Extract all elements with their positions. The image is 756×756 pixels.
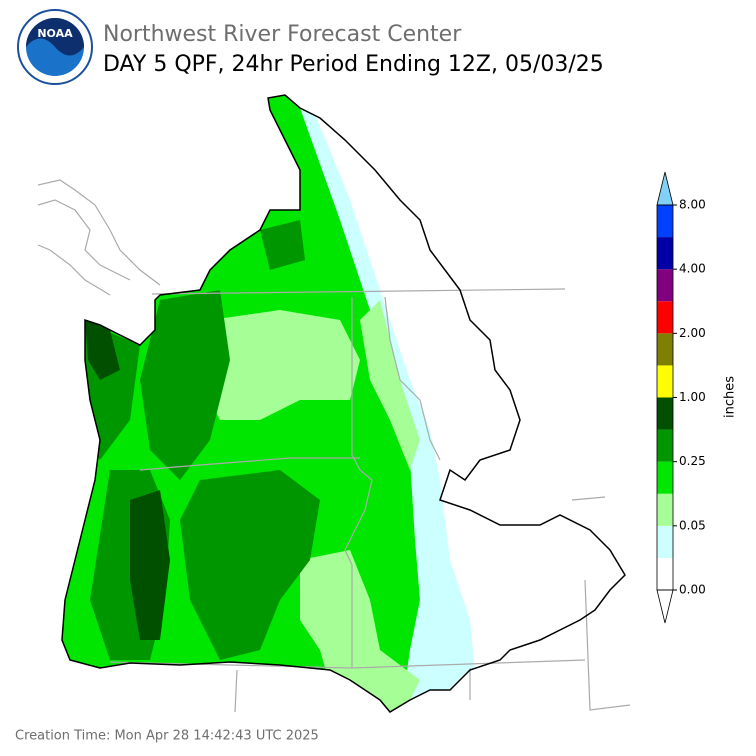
- colorbar-under: [656, 589, 674, 624]
- colorbar-bin: [657, 461, 673, 494]
- colorbar-tick-label: 0.05: [679, 518, 706, 532]
- noaa-logo: NOAA: [17, 9, 93, 85]
- colorbar-label: inches: [723, 376, 738, 418]
- colorbar-tick-label: 2.00: [679, 326, 706, 340]
- colorbar-tick-label: 4.00: [679, 262, 706, 276]
- organization: Northwest River Forecast Center: [103, 22, 462, 47]
- creation-time: Creation Time: Mon Apr 28 14:42:43 UTC 2…: [15, 729, 319, 744]
- colorbar-bin: [657, 333, 673, 366]
- colorbar-bin: [657, 301, 673, 334]
- colorbar-tick-label: 0.25: [679, 454, 706, 468]
- colorbar-bin: [657, 269, 673, 302]
- colorbar-bin: [657, 237, 673, 270]
- colorbar-tick-label: 1.00: [679, 390, 706, 404]
- logo-text: NOAA: [37, 27, 73, 40]
- colorbar-bin: [657, 429, 673, 462]
- colorbar-tick-label: 0.00: [679, 583, 706, 597]
- colorbar-bin: [657, 493, 673, 526]
- map: [37, 94, 631, 713]
- colorbar-bin: [657, 557, 673, 590]
- colorbar-bin: [657, 397, 673, 430]
- colorbar: 0.00 0.05 0.25 1.00 2.00 4.00 8.00: [656, 171, 706, 624]
- colorbar-bin: [657, 525, 673, 558]
- colorbar-tick-label: 8.00: [679, 198, 706, 212]
- colorbar-over: [656, 171, 674, 206]
- map-title: DAY 5 QPF, 24hr Period Ending 12Z, 05/03…: [103, 52, 604, 77]
- colorbar-bin: [657, 205, 673, 238]
- colorbar-bin: [657, 365, 673, 398]
